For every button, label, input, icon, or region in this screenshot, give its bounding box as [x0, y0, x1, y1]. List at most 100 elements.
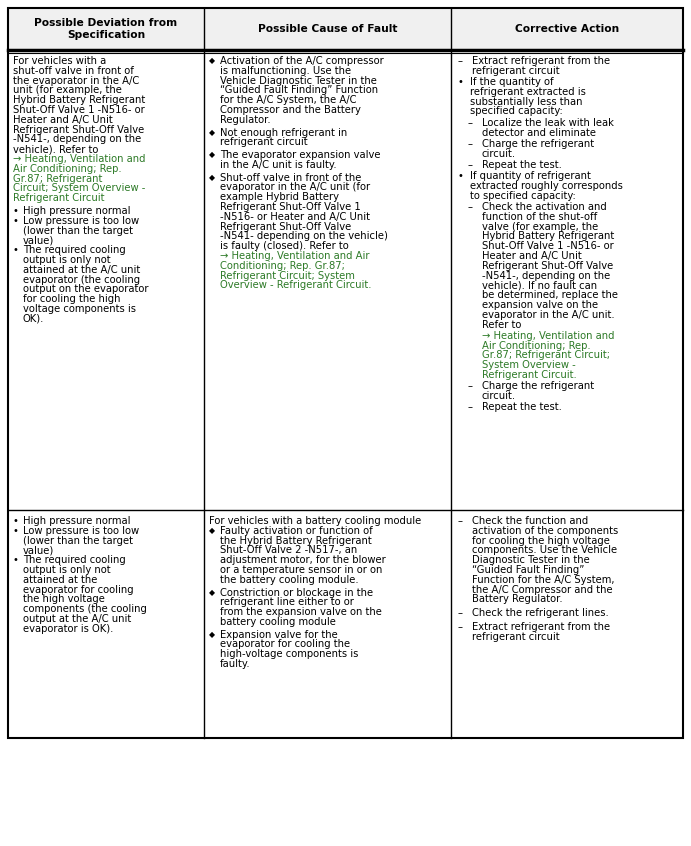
Text: evaporator for cooling the: evaporator for cooling the [220, 640, 350, 650]
Text: (lower than the target: (lower than the target [23, 536, 133, 546]
Text: ◆: ◆ [209, 526, 215, 535]
Text: evaporator for cooling: evaporator for cooling [23, 585, 133, 595]
Text: be determined, replace the: be determined, replace the [482, 290, 618, 300]
Text: components. Use the Vehicle: components. Use the Vehicle [472, 546, 617, 556]
Text: For vehicles with a: For vehicles with a [13, 56, 106, 66]
Text: refrigerant circuit: refrigerant circuit [472, 632, 560, 641]
Text: –: – [468, 118, 473, 128]
Text: –: – [468, 139, 473, 149]
Text: the high voltage: the high voltage [23, 595, 105, 604]
Text: ◆: ◆ [209, 150, 215, 159]
Text: Repeat the test.: Repeat the test. [482, 160, 562, 170]
Text: Compressor and the Battery: Compressor and the Battery [220, 105, 361, 115]
Text: Heater and A/C Unit: Heater and A/C Unit [482, 251, 582, 261]
Text: is malfunctioning. Use the: is malfunctioning. Use the [220, 66, 351, 76]
Text: -N541-, depending on the: -N541-, depending on the [482, 271, 610, 281]
Text: –: – [468, 403, 473, 413]
Text: valve (for example, the: valve (for example, the [482, 222, 598, 232]
Text: ◆: ◆ [209, 629, 215, 639]
Text: Refrigerant Circuit: Refrigerant Circuit [13, 193, 104, 203]
Text: Air Conditioning; Rep.: Air Conditioning; Rep. [13, 164, 122, 173]
Text: output is only not: output is only not [23, 255, 111, 265]
Text: Refer to: Refer to [482, 320, 522, 330]
Text: refrigerant extracted is: refrigerant extracted is [470, 87, 586, 97]
Text: adjustment motor, for the blower: adjustment motor, for the blower [220, 555, 386, 565]
Text: → Heating, Ventilation and: → Heating, Ventilation and [13, 154, 146, 164]
Text: ◆: ◆ [209, 128, 215, 136]
Text: output at the A/C unit: output at the A/C unit [23, 614, 131, 624]
Text: The required cooling: The required cooling [23, 245, 126, 255]
Text: •: • [13, 516, 19, 526]
Text: the Hybrid Battery Refrigerant: the Hybrid Battery Refrigerant [220, 536, 372, 546]
Text: Extract refrigerant from the: Extract refrigerant from the [472, 56, 610, 66]
Text: -N541- depending on the vehicle): -N541- depending on the vehicle) [220, 232, 388, 241]
Text: from the expansion valve on the: from the expansion valve on the [220, 607, 382, 617]
Text: –: – [468, 202, 473, 212]
Text: Refrigerant Shut-Off Valve: Refrigerant Shut-Off Valve [220, 222, 351, 232]
Text: refrigerant line either to or: refrigerant line either to or [220, 597, 354, 607]
Text: Check the refrigerant lines.: Check the refrigerant lines. [472, 608, 609, 618]
Text: is faulty (closed). Refer to: is faulty (closed). Refer to [220, 241, 352, 251]
Text: Overview - Refrigerant Circuit.: Overview - Refrigerant Circuit. [220, 280, 372, 290]
Text: refrigerant circuit: refrigerant circuit [220, 137, 307, 147]
Text: If the quantity of: If the quantity of [470, 77, 553, 87]
Text: (lower than the target: (lower than the target [23, 226, 133, 235]
Text: evaporator in the A/C unit (for: evaporator in the A/C unit (for [220, 183, 370, 192]
Text: •: • [13, 216, 19, 226]
Text: evaporator is OK).: evaporator is OK). [23, 624, 113, 634]
Text: substantially less than: substantially less than [470, 96, 583, 107]
Text: Shut-Off Valve 2 -N517-, an: Shut-Off Valve 2 -N517-, an [220, 546, 357, 556]
Text: shut-off valve in front of: shut-off valve in front of [13, 66, 134, 76]
Text: Possible Deviation from
Specification: Possible Deviation from Specification [35, 19, 178, 40]
Text: for cooling the high: for cooling the high [23, 294, 120, 305]
Text: •: • [13, 555, 19, 565]
Text: function of the shut-off: function of the shut-off [482, 212, 597, 222]
Text: Check the function and: Check the function and [472, 516, 588, 526]
Text: –: – [458, 622, 463, 632]
Text: Check the activation and: Check the activation and [482, 202, 607, 212]
Text: Air Conditioning; Rep.: Air Conditioning; Rep. [482, 341, 591, 351]
Text: Activation of the A/C compressor: Activation of the A/C compressor [220, 56, 384, 66]
Text: Low pressure is too low: Low pressure is too low [23, 526, 139, 536]
Text: Not enough refrigerant in: Not enough refrigerant in [220, 128, 348, 138]
Text: → Heating, Ventilation and: → Heating, Ventilation and [482, 331, 614, 341]
Text: OK).: OK). [23, 314, 44, 324]
Text: activation of the components: activation of the components [472, 526, 618, 536]
Text: specified capacity:: specified capacity: [470, 107, 562, 117]
Text: Hybrid Battery Refrigerant: Hybrid Battery Refrigerant [482, 232, 614, 241]
Text: •: • [458, 77, 464, 87]
Text: High pressure normal: High pressure normal [23, 206, 131, 216]
Text: Shut-Off Valve 1 -N516- or: Shut-Off Valve 1 -N516- or [482, 241, 614, 251]
Text: evaporator (the cooling: evaporator (the cooling [23, 275, 140, 284]
Text: Low pressure is too low: Low pressure is too low [23, 216, 139, 226]
Text: expansion valve on the: expansion valve on the [482, 300, 598, 310]
Text: Charge the refrigerant: Charge the refrigerant [482, 139, 594, 149]
Text: Corrective Action: Corrective Action [515, 24, 619, 34]
Text: Diagnostic Tester in the: Diagnostic Tester in the [472, 555, 589, 565]
Text: Possible Cause of Fault: Possible Cause of Fault [258, 24, 397, 34]
Text: Vehicle Diagnostic Tester in the: Vehicle Diagnostic Tester in the [220, 75, 377, 85]
Text: Regulator.: Regulator. [220, 115, 271, 125]
Text: or a temperature sensor in or on: or a temperature sensor in or on [220, 565, 382, 575]
Text: Hybrid Battery Refrigerant: Hybrid Battery Refrigerant [13, 96, 145, 105]
Text: Extract refrigerant from the: Extract refrigerant from the [472, 622, 610, 632]
Text: value): value) [23, 235, 55, 245]
Text: System Overview -: System Overview - [482, 360, 576, 371]
Text: extracted roughly corresponds: extracted roughly corresponds [470, 181, 623, 191]
Text: Expansion valve for the: Expansion valve for the [220, 629, 338, 640]
Text: Battery Regulator.: Battery Regulator. [472, 595, 562, 604]
Text: –: – [458, 56, 463, 66]
Text: components (the cooling: components (the cooling [23, 604, 147, 614]
Text: “Guided Fault Finding” Function: “Guided Fault Finding” Function [220, 85, 378, 96]
Text: Heater and A/C Unit: Heater and A/C Unit [13, 115, 113, 125]
Text: battery cooling module: battery cooling module [220, 617, 336, 627]
Text: attained at the A/C unit: attained at the A/C unit [23, 265, 140, 275]
Text: High pressure normal: High pressure normal [23, 516, 131, 526]
Bar [8, 8, 683, 738]
Text: Gr.87; Refrigerant: Gr.87; Refrigerant [13, 173, 102, 184]
Text: Refrigerant Shut-Off Valve: Refrigerant Shut-Off Valve [13, 124, 144, 135]
Text: to specified capacity:: to specified capacity: [470, 190, 576, 201]
Text: Conditioning; Rep. Gr.87;: Conditioning; Rep. Gr.87; [220, 261, 345, 271]
Text: Circuit; System Overview -: Circuit; System Overview - [13, 184, 145, 194]
Text: Localize the leak with leak: Localize the leak with leak [482, 118, 614, 128]
